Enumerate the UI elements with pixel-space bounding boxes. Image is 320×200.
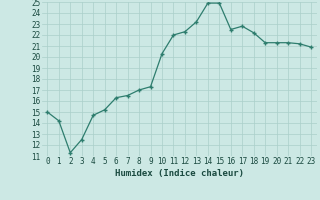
X-axis label: Humidex (Indice chaleur): Humidex (Indice chaleur) bbox=[115, 169, 244, 178]
